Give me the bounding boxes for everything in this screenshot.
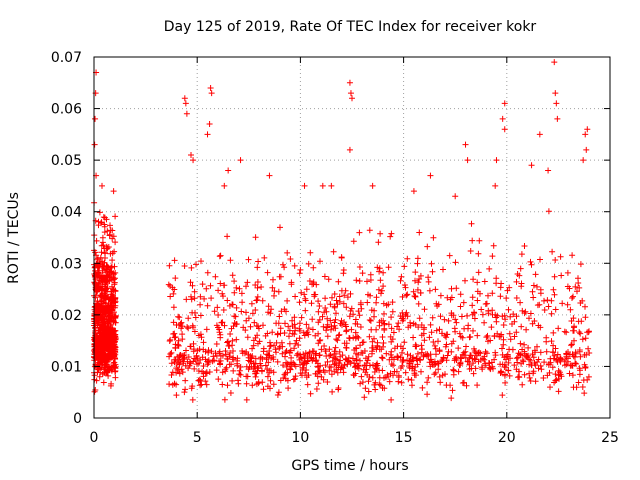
roti-peak-point: [553, 100, 560, 107]
axes: 0 5 10 15 20 25 0 0.01 0.02 0.03 0.04 0.05 0.06 0.07: [51, 50, 619, 446]
roti-peak-point: [328, 182, 335, 189]
x-tick-label: 10: [291, 430, 309, 446]
roti-peak-point: [346, 146, 353, 153]
x-axis-label: GPS time / hours: [291, 458, 408, 474]
x-tick-label: 15: [395, 430, 413, 446]
y-tick-label: 0.01: [51, 359, 82, 375]
roti-peak-point: [346, 79, 353, 86]
roti-peak-point: [584, 126, 591, 133]
roti-peak-point: [462, 141, 469, 148]
roti-peak-point: [501, 100, 508, 107]
roti-peak-point: [501, 126, 508, 133]
roti-peak-point: [349, 95, 355, 102]
roti-peak-point: [536, 131, 543, 138]
data-marks: [91, 59, 593, 403]
plot-frame: [93, 56, 611, 419]
y-tick-label: 0.04: [51, 205, 82, 221]
x-tick-label: 25: [601, 430, 619, 446]
roti-peak-point: [183, 110, 190, 117]
x-tick-label: 5: [193, 430, 202, 446]
roti-peak-point: [204, 131, 211, 138]
roti-peak-point: [427, 172, 434, 179]
roti-peak-point: [190, 157, 197, 164]
roti-peak-point: [206, 121, 213, 128]
roti-peak-point: [237, 157, 244, 164]
x-tick-label: 20: [498, 430, 516, 446]
y-tick-label: 0.06: [51, 102, 82, 118]
roti-peak-point: [266, 172, 273, 179]
roti-peak-point: [545, 167, 552, 174]
y-tick-label: 0.03: [51, 256, 82, 272]
y-tick-label: 0.05: [51, 153, 82, 169]
y-tick-label: 0.07: [51, 50, 82, 66]
roti-peak-point: [110, 188, 117, 195]
roti-peak-point: [493, 157, 500, 164]
roti-peak-point: [582, 131, 589, 138]
roti-peak-point: [181, 95, 188, 102]
roti-peak-point: [188, 151, 195, 158]
roti-peak-point: [182, 100, 189, 107]
y-tick-label: 0: [73, 411, 82, 427]
roti-peak-point: [410, 188, 417, 195]
roti-peak-point: [91, 141, 98, 148]
roti-peak-point: [301, 182, 308, 189]
roti-peak-point: [528, 162, 535, 169]
roti-peak-point: [583, 146, 590, 153]
roti-points: [91, 182, 593, 403]
roti-peak-point: [369, 182, 376, 189]
roti-peak-point: [554, 115, 561, 122]
roti-peak-point: [464, 157, 471, 164]
roti-peak-point: [92, 115, 99, 122]
roti-peak-point: [452, 193, 459, 200]
roti-peak-point: [207, 84, 214, 91]
roti-peak-point: [347, 90, 354, 97]
roti-peak-point: [552, 90, 559, 97]
y-tick-label: 0.02: [51, 308, 82, 324]
chart-title: Day 125 of 2019, Rate Of TEC Index for r…: [164, 19, 537, 35]
roti-peak-point: [580, 157, 587, 164]
roti-peak-point: [551, 59, 558, 66]
roti-peak-point: [499, 115, 506, 122]
roti-peak-point: [208, 90, 215, 97]
x-tick-label: 0: [90, 430, 99, 446]
y-axis-label: ROTI / TECUs: [6, 192, 22, 284]
roti-peak-point: [225, 167, 232, 174]
